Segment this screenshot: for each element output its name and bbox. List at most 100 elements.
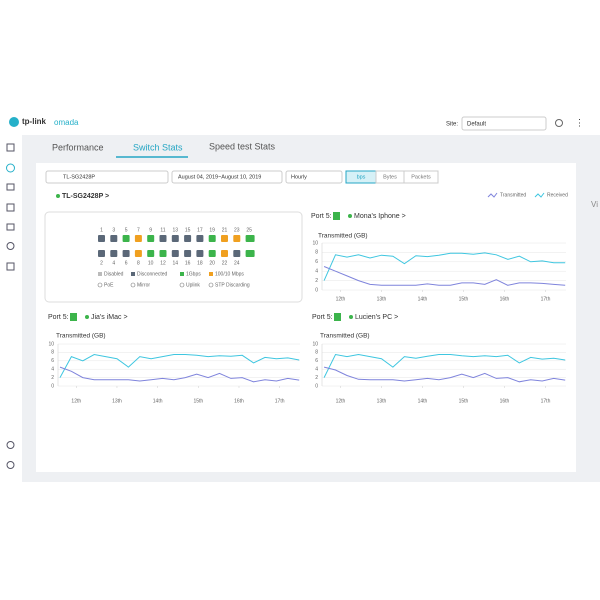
port-number: 25 bbox=[246, 227, 252, 233]
x-tick-label: 12th bbox=[71, 398, 81, 404]
series-line bbox=[323, 353, 566, 378]
x-tick-label: 15th bbox=[459, 296, 469, 302]
series-line bbox=[323, 366, 566, 383]
port-number: 16 bbox=[185, 260, 191, 266]
status-dot bbox=[349, 315, 353, 319]
legend-label: 1Gbps bbox=[186, 271, 201, 277]
nav-dashboard[interactable] bbox=[6, 143, 15, 152]
nav-map[interactable] bbox=[6, 183, 15, 191]
nav-devices[interactable] bbox=[6, 203, 15, 212]
y-tick-label: 0 bbox=[315, 383, 318, 389]
legend-symbol bbox=[130, 282, 136, 288]
port bbox=[196, 235, 204, 242]
port-label: Port 5: bbox=[312, 314, 333, 321]
y-tick-label: 4 bbox=[51, 367, 54, 373]
series-line bbox=[59, 353, 300, 378]
port-number: 3 bbox=[112, 227, 115, 233]
unit-label: bps bbox=[357, 174, 366, 180]
device-select[interactable] bbox=[45, 170, 169, 184]
interval-select[interactable] bbox=[285, 170, 343, 184]
legend-swatch bbox=[209, 272, 213, 276]
nav-account[interactable] bbox=[6, 441, 15, 449]
date-picker[interactable] bbox=[171, 170, 283, 184]
port-number: 13 bbox=[173, 227, 179, 233]
y-tick-label: 0 bbox=[51, 383, 54, 389]
nav-statistics[interactable] bbox=[6, 163, 15, 173]
port-number: 18 bbox=[197, 260, 203, 266]
nav-insight[interactable] bbox=[6, 242, 15, 250]
nav-clients[interactable] bbox=[6, 223, 15, 231]
port bbox=[208, 235, 216, 242]
port bbox=[147, 250, 155, 257]
edge-text: Vi bbox=[591, 200, 598, 209]
search-icon[interactable] bbox=[555, 119, 563, 127]
x-tick-label: 12th bbox=[336, 398, 346, 404]
x-tick-label: 15th bbox=[193, 398, 203, 404]
port-icon bbox=[70, 313, 77, 321]
x-tick-label: 16th bbox=[500, 296, 510, 302]
tab-performance[interactable]: Performance bbox=[52, 142, 104, 152]
site-select[interactable] bbox=[461, 116, 547, 131]
port bbox=[233, 250, 241, 257]
tab-speed-test[interactable]: Speed test Stats bbox=[209, 141, 276, 151]
legend-label: Disabled bbox=[104, 271, 124, 277]
port bbox=[245, 250, 255, 257]
chart-title: Transmitted (GB) bbox=[320, 333, 370, 340]
y-tick-label: 4 bbox=[315, 367, 318, 373]
port bbox=[98, 235, 105, 242]
nav-logs[interactable] bbox=[6, 262, 15, 271]
unit-packets[interactable] bbox=[403, 170, 439, 184]
more-icon[interactable]: ⋮ bbox=[575, 117, 584, 127]
port bbox=[184, 235, 192, 242]
legend-swatch bbox=[98, 272, 102, 276]
interval: Hourly bbox=[291, 174, 307, 180]
port-number: 24 bbox=[234, 260, 240, 266]
y-tick-label: 2 bbox=[315, 278, 318, 284]
series-line bbox=[59, 366, 300, 383]
port bbox=[159, 250, 167, 257]
x-tick-label: 16th bbox=[500, 398, 510, 404]
x-tick-label: 14th bbox=[418, 296, 428, 302]
port-label: Port 5: bbox=[48, 314, 69, 321]
y-tick-label: 6 bbox=[51, 358, 54, 364]
port bbox=[171, 235, 179, 242]
tab-switch-stats[interactable]: Switch Stats bbox=[133, 142, 183, 152]
port bbox=[110, 235, 118, 242]
port-number: 8 bbox=[137, 260, 140, 266]
x-tick-label: 17th bbox=[275, 398, 285, 404]
port bbox=[245, 235, 255, 242]
legend-label: 100/10 Mbps bbox=[215, 271, 244, 277]
port-number: 19 bbox=[209, 227, 215, 233]
y-tick-label: 10 bbox=[48, 341, 54, 347]
nav-settings[interactable] bbox=[6, 461, 15, 469]
legend-icon bbox=[487, 192, 498, 198]
legend-symbol bbox=[179, 282, 185, 288]
port-number: 9 bbox=[149, 227, 152, 233]
y-tick-label: 6 bbox=[315, 358, 318, 364]
device-value: TL-SG2428P bbox=[63, 174, 95, 180]
port-number: 6 bbox=[125, 260, 128, 266]
x-tick-label: 17th bbox=[541, 398, 551, 404]
status-dot bbox=[85, 315, 89, 319]
logo-icon bbox=[9, 117, 19, 127]
port-number: 23 bbox=[234, 227, 240, 233]
charts: Port 5: Mona's Iphone > Transmitted (GB) 0 2… bbox=[48, 212, 566, 404]
legend-swatch bbox=[180, 272, 184, 276]
y-tick-label: 8 bbox=[51, 350, 54, 356]
status-dot bbox=[348, 214, 352, 218]
port-number: 20 bbox=[209, 260, 215, 266]
chart-title: Transmitted (GB) bbox=[318, 233, 368, 240]
x-tick-label: 13th bbox=[377, 398, 387, 404]
port-number: 10 bbox=[148, 260, 154, 266]
y-tick-label: 2 bbox=[51, 375, 54, 381]
y-tick-label: 6 bbox=[315, 259, 318, 265]
legend-label: STP Discarding bbox=[215, 282, 250, 288]
legend-label: PoE bbox=[104, 282, 114, 288]
port bbox=[221, 250, 228, 257]
status-dot bbox=[56, 194, 60, 198]
client-link: Jia's iMac > bbox=[91, 314, 128, 321]
port bbox=[98, 250, 105, 257]
port-icon bbox=[333, 212, 340, 220]
device-link[interactable]: TL-SG2428P > bbox=[62, 193, 109, 200]
date-range: August 04, 2019~August 10, 2019 bbox=[178, 174, 261, 180]
